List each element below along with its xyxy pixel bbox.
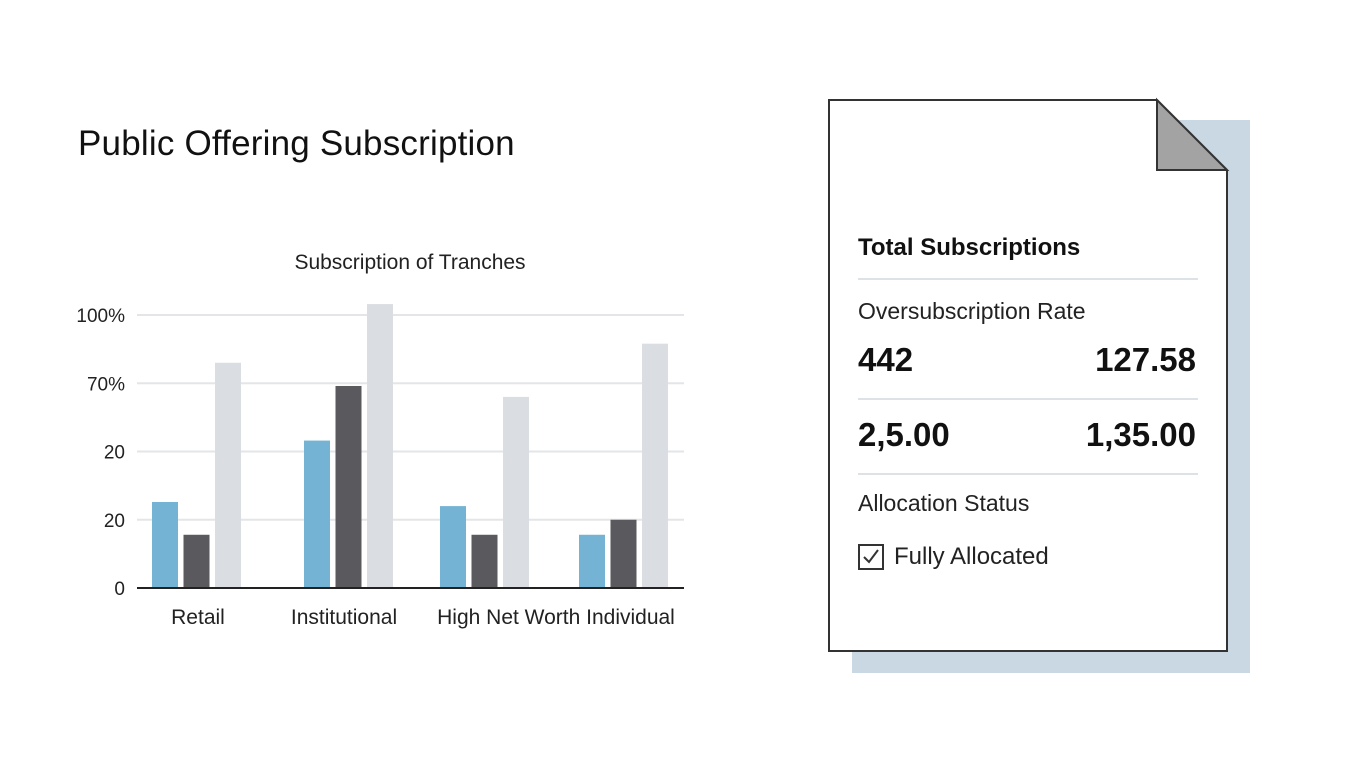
figures-row: 2,5.00 1,35.00 [858, 416, 1196, 454]
y-tick-label: 100% [76, 306, 125, 327]
bar-2-series-1 [304, 440, 330, 588]
chart-bars [152, 304, 668, 588]
y-tick-label: 70% [87, 374, 125, 395]
x-tick-label: High Net Worth Individual [437, 606, 675, 629]
figure-left: 442 [858, 341, 914, 378]
x-tick-label: Institutional [291, 606, 397, 629]
page-title: Public Offering Subscription [78, 124, 515, 163]
divider [858, 398, 1198, 400]
bar-1-series-2 [183, 534, 210, 588]
figure-right: 1,35.00 [1085, 416, 1196, 453]
bar-3-series-3 [503, 396, 529, 588]
x-tick-label: Retail [171, 606, 225, 629]
bar-1-series-3 [215, 362, 241, 588]
bar-1-series-1 [152, 502, 178, 588]
divider [858, 278, 1198, 280]
chart-x-ticks: Retail Institutional High Net Worth Indivi… [171, 606, 675, 629]
chart-title: Subscription of Tranches [294, 251, 525, 274]
figure-right: 127.58 [1095, 341, 1196, 378]
tranche-bar-chart: Subscription of Tranches 0 20 20 70% 100% Re… [76, 251, 684, 629]
figures-row: 442 127.58 [858, 341, 1196, 379]
y-tick-label: 20 [104, 511, 125, 532]
chart-y-ticks: 0 20 20 70% 100% [76, 306, 125, 600]
bar-4-series-3 [642, 343, 668, 588]
bar-2-series-3 [367, 304, 393, 588]
allocation-checkbox[interactable] [858, 544, 884, 570]
allocation-status-value: Fully Allocated [894, 543, 1049, 570]
bar-4-series-2 [610, 519, 637, 588]
figure-left: 2,5.00 [858, 416, 950, 453]
allocation-status: Fully Allocated [858, 543, 1049, 571]
checkmark-icon [863, 549, 879, 564]
divider [858, 473, 1198, 475]
y-tick-label: 0 [114, 579, 125, 600]
bar-4-series-1 [579, 534, 605, 588]
bar-3-series-1 [440, 506, 466, 588]
allocation-status-label: Allocation Status [858, 490, 1030, 516]
y-tick-label: 20 [104, 443, 125, 464]
oversubscription-rate-label: Oversubscription Rate [858, 298, 1086, 324]
page-fold-icon [1156, 97, 1230, 171]
bar-2-series-2 [335, 385, 362, 588]
bar-3-series-2 [471, 534, 498, 588]
total-subscriptions-heading: Total Subscriptions [858, 234, 1081, 261]
